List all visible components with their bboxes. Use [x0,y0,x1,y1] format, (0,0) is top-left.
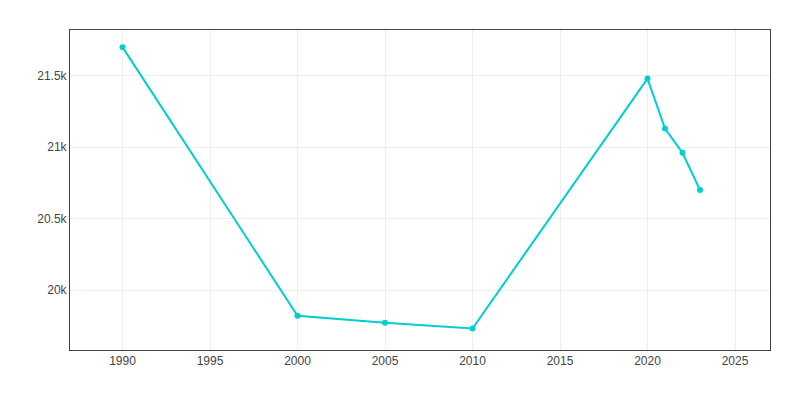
svg-text:2005: 2005 [372,354,399,368]
svg-text:2010: 2010 [459,354,486,368]
svg-text:20.5k: 20.5k [37,212,67,226]
svg-text:2025: 2025 [722,354,749,368]
svg-text:21.5k: 21.5k [37,69,67,83]
svg-text:2015: 2015 [547,354,574,368]
svg-text:20k: 20k [47,283,67,297]
svg-text:1990: 1990 [109,354,136,368]
svg-text:2000: 2000 [284,354,311,368]
svg-text:1995: 1995 [197,354,224,368]
svg-text:2020: 2020 [634,354,661,368]
svg-text:21k: 21k [47,140,67,154]
